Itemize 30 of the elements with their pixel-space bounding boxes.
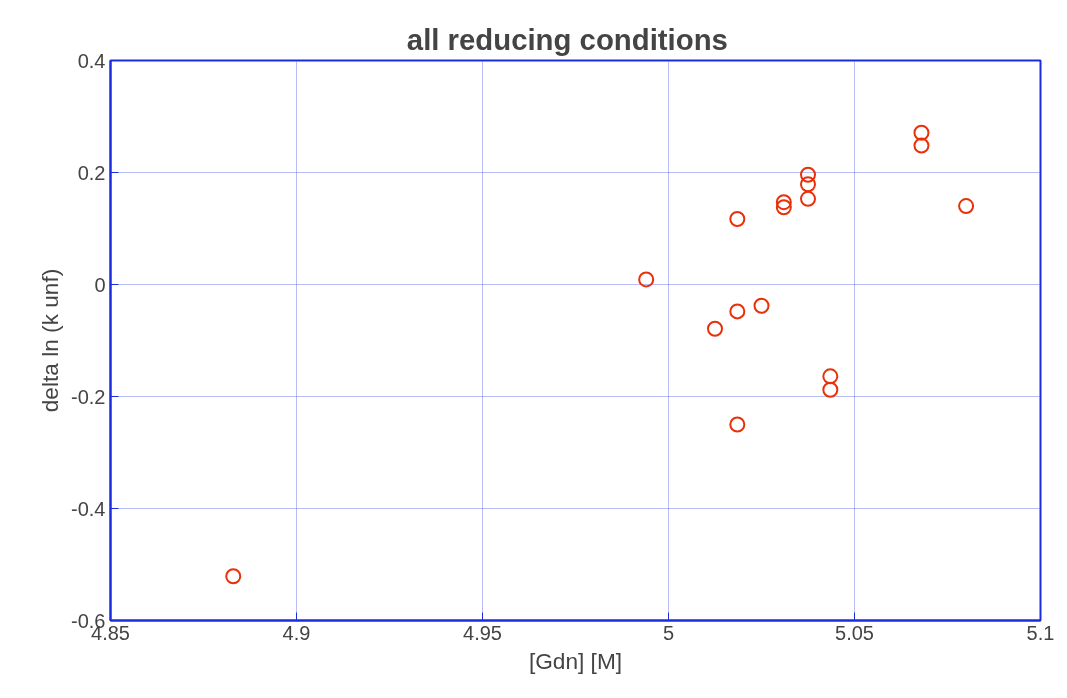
point: [638, 271, 655, 288]
y-axis-title: delta ln (k unf): [37, 268, 64, 413]
x-tick-label: 5.05: [835, 621, 874, 644]
point: [729, 416, 746, 433]
x-axis-title: [Gdn] [M]: [528, 647, 623, 674]
y-tick-label: -0.4: [71, 497, 106, 520]
point: [225, 568, 242, 585]
x-tick-label: 5: [662, 621, 675, 644]
y-tick-label: 0.2: [77, 161, 106, 184]
y-tick-label: 0: [94, 273, 106, 296]
point: [822, 381, 839, 398]
point: [775, 194, 792, 211]
chart-title: all reducing conditions: [406, 22, 728, 56]
point: [729, 210, 746, 227]
point: [822, 368, 839, 385]
point: [800, 176, 816, 193]
point: [800, 166, 816, 183]
point: [753, 297, 770, 314]
x-tick-label: 4.95: [463, 621, 502, 644]
point: [913, 137, 930, 154]
point: [800, 190, 816, 207]
y-tick-label: 0.4: [77, 49, 106, 72]
point: [707, 320, 723, 337]
point: [729, 303, 746, 320]
point: [958, 198, 975, 215]
x-tick-label: 5.1: [1026, 621, 1055, 644]
y-tick-label: -0.2: [71, 385, 106, 408]
point: [775, 199, 792, 216]
x-tick-label: 4.9: [282, 621, 311, 644]
point: [913, 124, 930, 141]
